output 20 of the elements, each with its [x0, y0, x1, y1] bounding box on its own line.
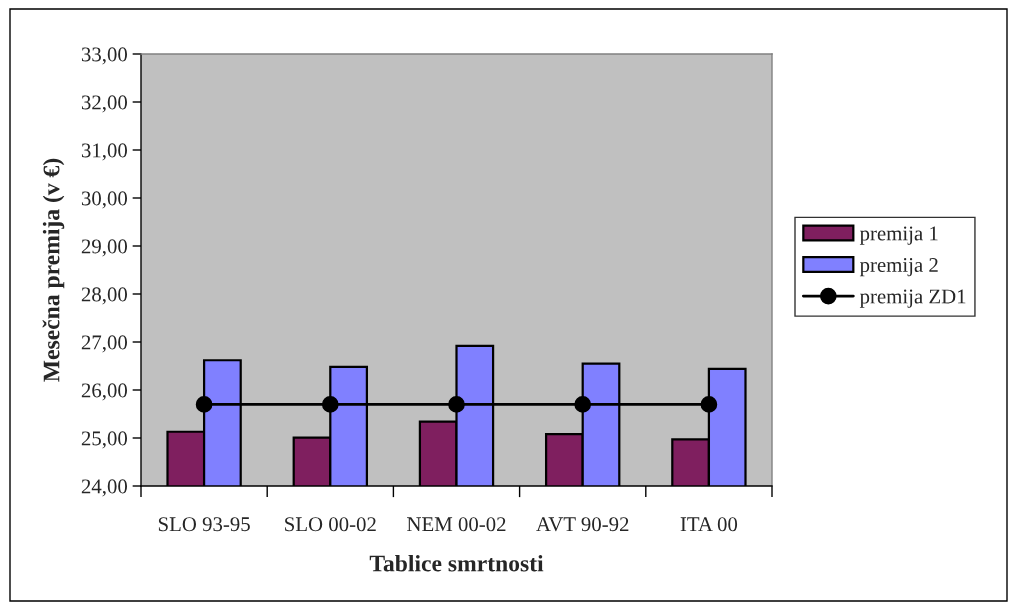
y-axis-title: Mesečna premija (v €) — [42, 158, 65, 382]
y-tick-label: 28,00 — [81, 287, 128, 305]
x-tick-label: ITA 00 — [680, 517, 738, 532]
y-tick-label: 29,00 — [81, 239, 128, 257]
y-tick-label: 27,00 — [81, 335, 128, 353]
x-tick-label: SLO 00-02 — [285, 517, 376, 532]
legend-label: premija 1 — [859, 226, 938, 245]
legend-label: premija 2 — [859, 258, 938, 277]
y-tick-label: 25,00 — [81, 431, 128, 449]
y-tick-label: 33,00 — [81, 47, 128, 65]
x-tick-label: NEM 00-02 — [407, 517, 506, 532]
y-tick-label: 24,00 — [81, 479, 128, 497]
legend-label: premija ZD1 — [859, 289, 966, 308]
y-tick-label: 31,00 — [81, 143, 128, 161]
x-tick-label: AVT 90-92 — [536, 517, 629, 532]
x-axis-title: Tablice smrtnosti — [369, 554, 544, 572]
y-tick-label: 32,00 — [81, 95, 128, 113]
x-tick-label: SLO 93-95 — [158, 517, 250, 532]
y-tick-label: 30,00 — [81, 191, 128, 209]
y-tick-label: 26,00 — [81, 383, 128, 401]
